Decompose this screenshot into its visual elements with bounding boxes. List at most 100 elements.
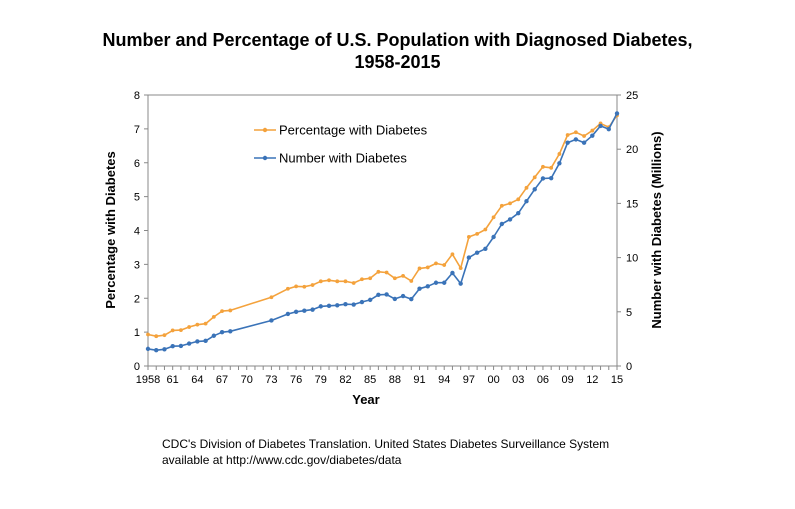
x-axis-tick-label: 79 bbox=[315, 374, 327, 386]
data-point-percentage bbox=[499, 203, 504, 208]
x-axis-tick-label: 06 bbox=[537, 374, 549, 386]
data-point-percentage bbox=[170, 328, 175, 333]
data-point-number bbox=[548, 175, 554, 181]
data-point-percentage bbox=[327, 278, 331, 283]
data-point-percentage bbox=[310, 283, 315, 287]
data-point-number bbox=[433, 280, 439, 285]
data-point-percentage bbox=[565, 133, 570, 137]
x-axis-tick-label: 03 bbox=[512, 374, 524, 386]
x-axis-tick-label: 94 bbox=[438, 374, 450, 386]
data-point-number bbox=[285, 311, 291, 317]
left-axis-title: Percentage with Diabetes bbox=[103, 151, 118, 309]
x-axis-tick-label: 64 bbox=[191, 374, 203, 386]
data-point-number bbox=[310, 307, 315, 312]
data-point-percentage bbox=[573, 130, 578, 135]
data-point-percentage bbox=[154, 334, 159, 339]
data-point-number bbox=[359, 299, 365, 305]
data-point-percentage bbox=[269, 295, 274, 300]
data-point-number bbox=[466, 255, 472, 260]
data-point-percentage bbox=[146, 332, 150, 337]
data-point-number bbox=[186, 341, 192, 346]
data-point-number bbox=[450, 270, 455, 276]
data-point-number bbox=[343, 302, 348, 307]
data-point-number bbox=[351, 302, 356, 307]
data-point-number bbox=[532, 187, 537, 192]
data-point-percentage bbox=[392, 276, 397, 281]
data-point-percentage bbox=[187, 325, 192, 329]
data-point-percentage bbox=[508, 201, 512, 206]
x-axis-tick-label: 61 bbox=[167, 374, 179, 386]
right-axis-tick-label: 5 bbox=[626, 307, 632, 319]
data-point-number bbox=[293, 309, 299, 314]
data-point-percentage bbox=[401, 273, 405, 278]
data-point-number bbox=[318, 304, 323, 309]
x-axis-tick-label: 88 bbox=[389, 374, 401, 386]
legend-label-percentage: Percentage with Diabetes bbox=[279, 123, 428, 138]
data-point-percentage bbox=[582, 134, 586, 138]
data-point-percentage bbox=[516, 197, 521, 202]
x-axis-tick-label: 12 bbox=[586, 374, 598, 386]
data-point-number bbox=[392, 296, 398, 302]
x-axis-tick-label: 73 bbox=[265, 374, 277, 386]
data-point-percentage bbox=[590, 128, 595, 133]
x-axis-tick-label: 91 bbox=[413, 374, 425, 386]
x-axis-tick-label: 85 bbox=[364, 374, 376, 386]
data-point-percentage bbox=[475, 231, 480, 236]
data-point-number bbox=[606, 126, 611, 132]
data-point-number bbox=[516, 210, 521, 216]
data-point-percentage bbox=[368, 276, 373, 281]
data-point-number bbox=[400, 293, 406, 299]
x-axis-tick-label: 15 bbox=[611, 374, 623, 386]
x-axis-tick-label: 82 bbox=[339, 374, 351, 386]
data-point-number bbox=[614, 111, 620, 116]
source-line-1: CDC's Division of Diabetes Translation. … bbox=[162, 437, 610, 451]
left-axis-tick-label: 5 bbox=[134, 192, 140, 204]
data-point-percentage bbox=[532, 175, 537, 180]
data-point-percentage bbox=[524, 185, 529, 190]
chart-title-line-2: 1958-2015 bbox=[354, 52, 441, 72]
x-axis-title: Year bbox=[352, 392, 379, 407]
right-axis-tick-label: 15 bbox=[626, 198, 638, 210]
left-axis-tick-label: 3 bbox=[134, 259, 140, 271]
data-point-number bbox=[219, 329, 225, 335]
data-point-number bbox=[367, 297, 373, 303]
data-point-number bbox=[507, 217, 513, 222]
x-axis-tick-label: 67 bbox=[216, 374, 228, 386]
data-point-percentage bbox=[335, 279, 340, 284]
data-point-percentage bbox=[417, 266, 422, 271]
data-point-percentage bbox=[195, 322, 200, 327]
data-point-number bbox=[598, 123, 603, 129]
source-note: CDC's Division of Diabetes Translation. … bbox=[162, 436, 609, 468]
data-point-number bbox=[228, 329, 233, 334]
data-point-number bbox=[384, 292, 389, 297]
data-point-percentage bbox=[409, 279, 414, 283]
series-line-percentage bbox=[147, 114, 618, 338]
data-point-number bbox=[203, 338, 208, 344]
data-point-number bbox=[442, 280, 447, 285]
data-point-percentage bbox=[541, 164, 545, 169]
data-point-percentage bbox=[228, 308, 233, 313]
data-point-percentage bbox=[351, 281, 356, 285]
data-point-percentage bbox=[491, 215, 496, 220]
left-axis-tick-label: 1 bbox=[134, 327, 140, 339]
data-point-percentage bbox=[179, 328, 183, 332]
data-point-percentage bbox=[285, 286, 290, 291]
left-axis-tick-label: 6 bbox=[134, 158, 140, 170]
data-point-percentage bbox=[425, 265, 430, 270]
left-axis-tick-label: 4 bbox=[134, 226, 140, 238]
data-point-number bbox=[573, 137, 579, 142]
data-point-percentage bbox=[458, 266, 463, 271]
chart-title: Number and Percentage of U.S. Population… bbox=[0, 29, 795, 73]
data-point-percentage bbox=[343, 279, 348, 284]
data-point-number bbox=[581, 140, 587, 145]
x-axis-tick-label: 70 bbox=[241, 374, 253, 386]
data-point-number bbox=[145, 346, 151, 352]
left-axis-tick-label: 0 bbox=[134, 361, 140, 373]
x-axis-tick-label: 09 bbox=[562, 374, 574, 386]
legend-label-number: Number with Diabetes bbox=[279, 151, 407, 166]
data-point-number bbox=[499, 221, 505, 227]
data-point-number bbox=[211, 333, 217, 338]
legend-swatch-marker-number bbox=[262, 155, 268, 161]
data-point-number bbox=[483, 246, 488, 252]
